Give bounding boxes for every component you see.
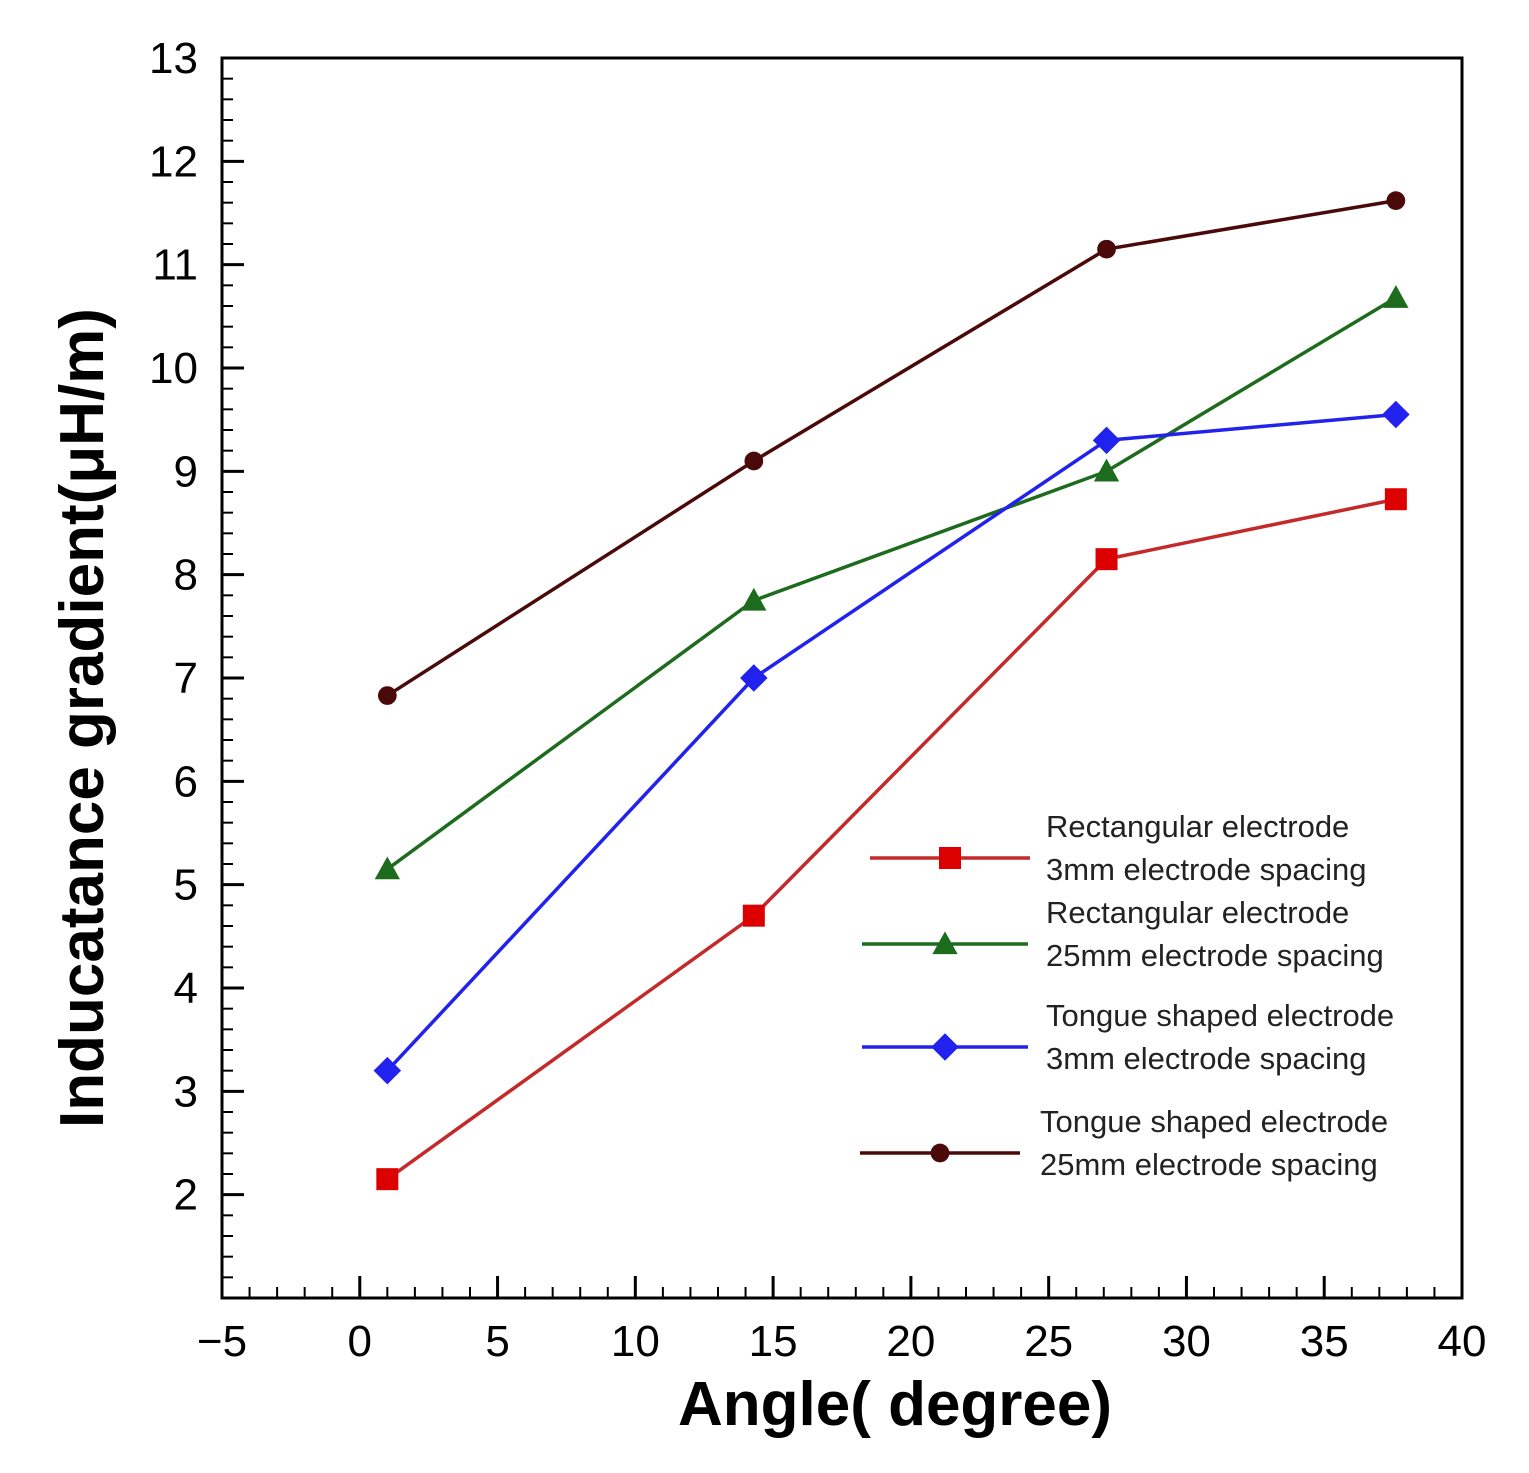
x-tick-label: −5	[197, 1317, 247, 1366]
x-tick-label: 25	[1024, 1317, 1073, 1366]
legend-label-line1: Tongue shaped electrode	[1040, 1104, 1388, 1139]
data-point	[740, 664, 768, 692]
y-tick-label: 5	[174, 861, 198, 910]
y-tick-label: 6	[174, 757, 198, 806]
data-point	[1384, 488, 1407, 511]
tick-labels: −5 0 5 10 15 20 25 30 35 40 2 3 4 5 6 7 8 9 10 11 12 13	[149, 34, 1486, 1366]
x-tick-label: 10	[611, 1317, 660, 1366]
legend-marker	[939, 847, 961, 869]
series-4	[377, 191, 1406, 705]
data-point	[1382, 400, 1410, 429]
legend-item-3: Tongue shaped electrode 3mm electrode spa…	[862, 998, 1394, 1076]
legend-label-line2: 3mm electrode spacing	[1046, 1041, 1367, 1076]
x-tick-label: 40	[1438, 1317, 1487, 1366]
x-tick-label: 15	[749, 1317, 798, 1366]
series-layer	[373, 191, 1410, 1191]
data-point	[1092, 426, 1121, 455]
y-tick-label: 3	[174, 1067, 198, 1116]
x-tick-label: 30	[1162, 1317, 1211, 1366]
series-line	[386, 198, 1397, 698]
legend-label-line1: Rectangular electrode	[1046, 809, 1349, 844]
legend-label-line2: 3mm electrode spacing	[1046, 852, 1367, 887]
data-point	[373, 1056, 402, 1085]
legend-item-2: Rectangular electrode 25mm electrode spac…	[862, 895, 1384, 973]
legend-marker	[931, 1033, 959, 1061]
x-tick-label: 35	[1300, 1317, 1349, 1366]
legend-label-line1: Tongue shaped electrode	[1046, 998, 1394, 1033]
x-tick-label: 20	[886, 1317, 935, 1366]
data-point	[1097, 239, 1116, 259]
data-point	[742, 904, 765, 927]
data-point	[1093, 458, 1120, 482]
y-tick-label: 9	[174, 447, 198, 496]
data-point	[744, 451, 764, 471]
legend-item-4: Tongue shaped electrode 25mm electrode sp…	[860, 1104, 1388, 1182]
data-point	[376, 1168, 399, 1191]
y-tick-label: 8	[174, 551, 198, 600]
series-1	[376, 488, 1407, 1191]
series-line	[386, 296, 1397, 871]
data-point	[1383, 285, 1409, 308]
series-3	[373, 400, 1410, 1085]
series-2	[374, 285, 1409, 880]
x-axis-title: Angle( degree)	[678, 1370, 1112, 1439]
data-point	[377, 686, 397, 705]
data-point	[1095, 548, 1118, 571]
y-axis-title: Inducatance gradient(μH/m)	[48, 308, 117, 1128]
plot-frame	[220, 56, 1464, 1300]
legend: Rectangular electrode 3mm electrode spaci…	[860, 809, 1394, 1182]
legend-label-line2: 25mm electrode spacing	[1046, 938, 1384, 973]
y-tick-label: 13	[149, 34, 198, 83]
data-point	[741, 587, 767, 611]
ticks-layer	[222, 77, 1436, 1298]
legend-label-line1: Rectangular electrode	[1046, 895, 1349, 930]
x-tick-label: 0	[348, 1317, 372, 1366]
legend-label-line2: 25mm electrode spacing	[1040, 1147, 1378, 1182]
legend-marker	[932, 931, 958, 955]
data-point	[374, 856, 400, 880]
y-tick-label: 12	[149, 137, 198, 186]
legend-item-1: Rectangular electrode 3mm electrode spaci…	[870, 809, 1367, 887]
series-line	[386, 412, 1397, 1072]
series-line	[386, 497, 1397, 1181]
y-tick-label: 7	[174, 654, 198, 703]
y-tick-label: 4	[174, 964, 198, 1013]
y-tick-label: 10	[149, 344, 198, 393]
y-tick-label: 11	[152, 241, 198, 290]
data-point	[1386, 191, 1406, 210]
y-tick-label: 2	[174, 1171, 198, 1220]
legend-marker	[930, 1143, 950, 1163]
x-tick-label: 5	[485, 1317, 509, 1366]
